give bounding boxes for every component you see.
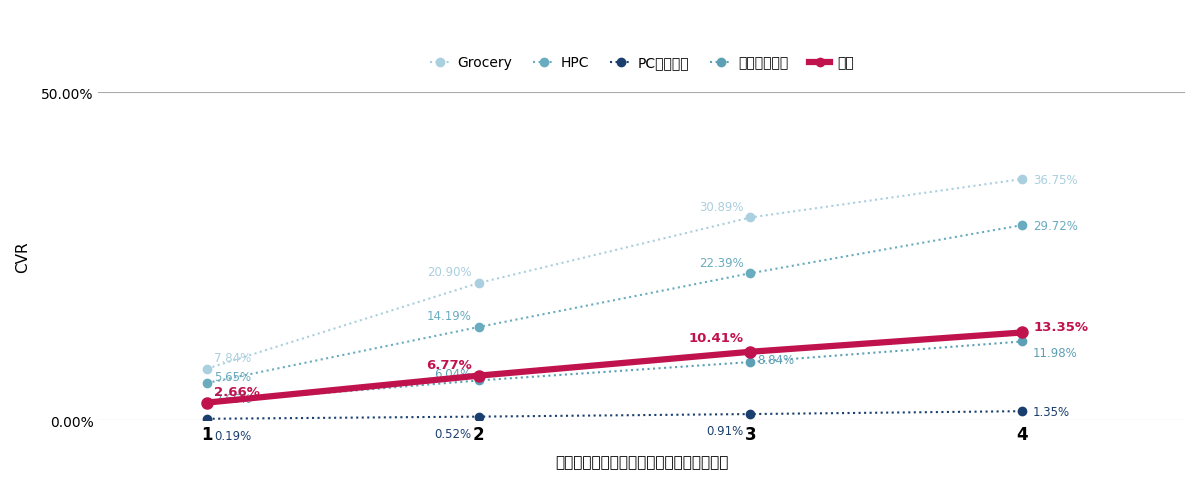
- Text: 10.41%: 10.41%: [689, 332, 744, 345]
- Y-axis label: CVR: CVR: [16, 241, 30, 272]
- Text: 30.89%: 30.89%: [698, 200, 744, 213]
- Text: 6.04%: 6.04%: [434, 367, 472, 380]
- Text: 36.75%: 36.75%: [1033, 173, 1078, 186]
- Text: 11.98%: 11.98%: [1033, 347, 1078, 359]
- Text: 2.66%: 2.66%: [214, 392, 252, 405]
- X-axis label: プライムデー期間中での商品ページ閲覧数: プライムデー期間中での商品ページ閲覧数: [556, 454, 728, 469]
- Text: 7.84%: 7.84%: [214, 351, 251, 364]
- Text: 1.35%: 1.35%: [1033, 405, 1070, 418]
- Text: 0.91%: 0.91%: [706, 424, 744, 438]
- Text: 20.90%: 20.90%: [427, 266, 472, 279]
- Text: 22.39%: 22.39%: [698, 256, 744, 269]
- Text: 13.35%: 13.35%: [1033, 321, 1088, 334]
- Text: 5.65%: 5.65%: [214, 370, 251, 383]
- Text: 0.52%: 0.52%: [434, 427, 472, 440]
- Legend: Grocery, HPC, PC周辺機器, ビューティー, 全体: Grocery, HPC, PC周辺機器, ビューティー, 全体: [424, 51, 859, 76]
- Text: 29.72%: 29.72%: [1033, 219, 1078, 232]
- Text: 14.19%: 14.19%: [427, 310, 472, 323]
- Text: 0.19%: 0.19%: [214, 429, 251, 442]
- Text: 2.66%: 2.66%: [214, 385, 260, 398]
- Text: 8.84%: 8.84%: [757, 353, 794, 366]
- Text: 6.77%: 6.77%: [426, 358, 472, 371]
